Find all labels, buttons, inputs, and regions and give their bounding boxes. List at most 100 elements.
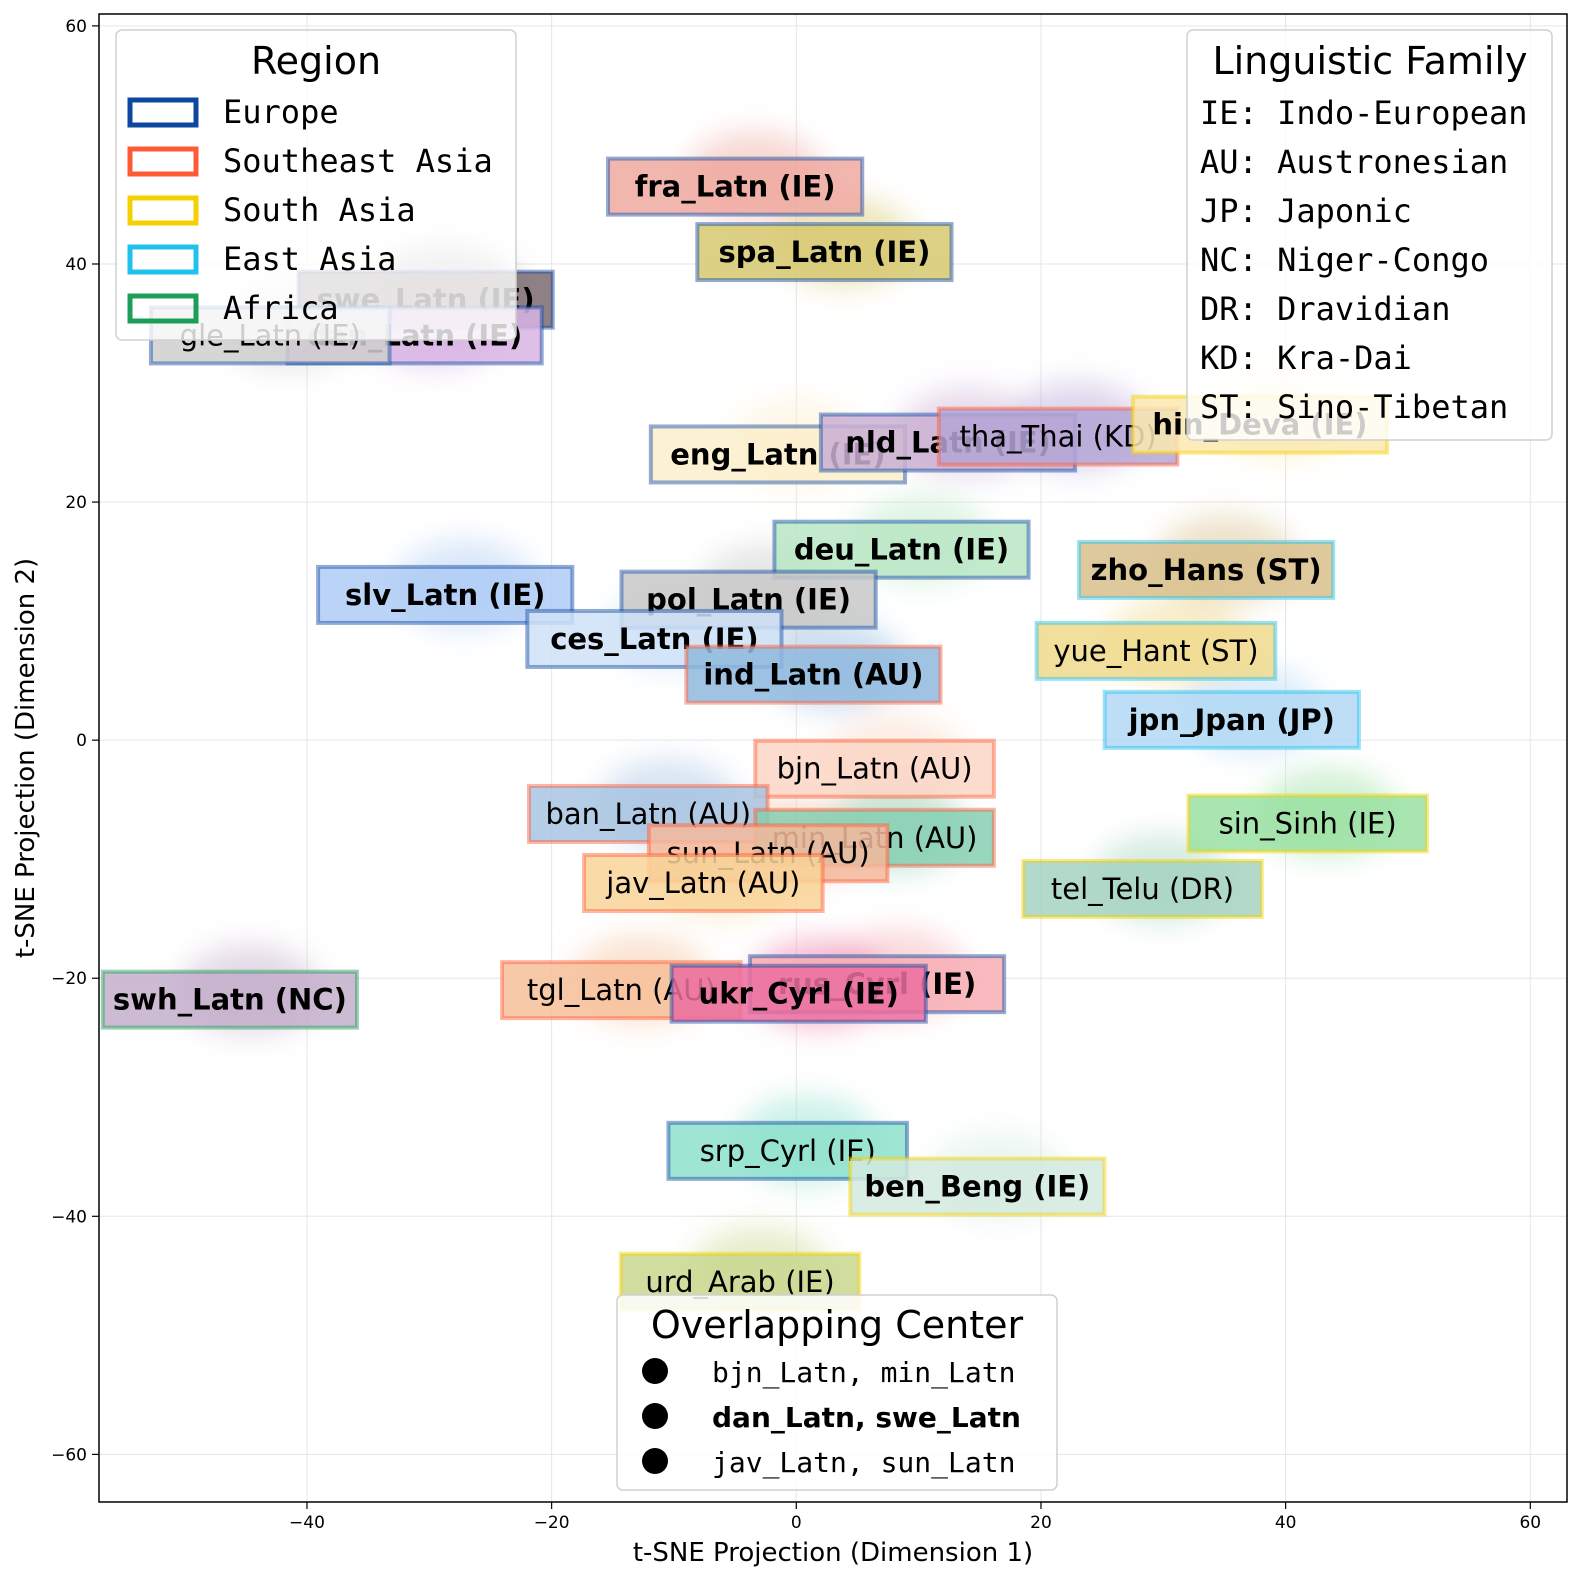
label-box bbox=[582, 852, 825, 913]
overlap-legend-entry: jav_Latn, sun_Latn bbox=[642, 1446, 1015, 1480]
y-tick-label: 20 bbox=[65, 493, 87, 513]
language-label-ukr-cyrl-ie: ukr_Cyrl (IE) bbox=[669, 963, 928, 1024]
y-tick-label: 60 bbox=[65, 17, 87, 37]
language-label-jav-latn-au: jav_Latn (AU) bbox=[582, 852, 825, 913]
y-tick-label: 40 bbox=[65, 255, 87, 275]
overlap-lang-b: min_Latn bbox=[881, 1356, 1016, 1390]
label-text: urd_Arab (IE) bbox=[645, 1265, 834, 1299]
plot-frame bbox=[98, 13, 1568, 1503]
label-text: tha_Thai (KD) bbox=[960, 420, 1157, 454]
overlap-legend-entry: dan_Latn, swe_Latn bbox=[642, 1401, 1021, 1434]
region-legend-entry-africa: Africa bbox=[127, 289, 339, 327]
region-legend-label: South Asia bbox=[223, 191, 416, 229]
label-box bbox=[669, 963, 928, 1024]
overlap-legend-title: Overlapping Center bbox=[651, 1303, 1024, 1347]
region-legend-entry-europe: Europe bbox=[127, 93, 339, 131]
label-box bbox=[1102, 689, 1361, 750]
region-legend-frame bbox=[115, 29, 517, 341]
family-legend-entry: IE: Indo-European bbox=[1200, 94, 1528, 132]
language-label-fra-latn-ie: fra_Latn (IE) bbox=[606, 156, 865, 217]
language-label-deu-latn-ie: deu_Latn (IE) bbox=[772, 519, 1031, 580]
region-legend-entry-southeast-asia: Southeast Asia bbox=[127, 142, 493, 180]
region-legend-entry-south-asia: South Asia bbox=[127, 191, 416, 229]
overlap-legend: Overlapping Center bjn_Latn, min_Latndan… bbox=[616, 1294, 1058, 1491]
label-box bbox=[1186, 793, 1429, 854]
label-box bbox=[1021, 858, 1264, 919]
language-label-ben-beng-ie: ben_Beng (IE) bbox=[848, 1156, 1107, 1217]
overlap-pair-text: bjn_Latn, min_Latn bbox=[712, 1356, 1015, 1390]
language-label-swh-latn-nc: swh_Latn (NC) bbox=[100, 969, 359, 1030]
family-legend-entry: ST: Sino-Tibetan bbox=[1200, 388, 1508, 426]
region-swatch bbox=[127, 244, 199, 275]
label-text: slv_Latn (IE) bbox=[345, 578, 545, 612]
region-legend-label: East Asia bbox=[223, 240, 396, 278]
region-legend-entry-east-asia: East Asia bbox=[127, 240, 396, 278]
x-tick-label: 40 bbox=[1275, 1513, 1297, 1533]
language-label-sin-sinh-ie: sin_Sinh (IE) bbox=[1186, 793, 1429, 854]
family-legend-title: Linguistic Family bbox=[1212, 39, 1527, 83]
overlap-lang-a: jav_Latn bbox=[712, 1446, 847, 1480]
label-box bbox=[772, 519, 1031, 580]
label-text: jpn_Jpan (JP) bbox=[1128, 703, 1335, 737]
y-tick-label: −60 bbox=[51, 1445, 87, 1465]
language-label-bjn-latn-au: bjn_Latn (AU) bbox=[753, 738, 996, 799]
label-text: bjn_Latn (AU) bbox=[777, 752, 973, 786]
language-label-yue-hant-st: yue_Hant (ST) bbox=[1034, 620, 1278, 681]
family-legend-entry: AU: Austronesian bbox=[1200, 143, 1508, 181]
x-tick-label: −40 bbox=[289, 1513, 325, 1533]
axis-ticks: −40 −20 0 20 40 60 −60 −40 −20 0 20 40 60 bbox=[51, 17, 1541, 1533]
label-text: swh_Latn (NC) bbox=[113, 983, 347, 1017]
region-swatch bbox=[127, 293, 199, 324]
family-legend-entry: NC: Niger-Congo bbox=[1200, 241, 1489, 279]
overlap-lang-b: sun_Latn bbox=[881, 1446, 1016, 1480]
x-tick-label: 20 bbox=[1030, 1513, 1052, 1533]
region-swatch bbox=[127, 195, 199, 226]
language-label-zho-hans-st: zho_Hans (ST) bbox=[1077, 539, 1336, 600]
y-tick-label: −40 bbox=[51, 1207, 87, 1227]
region-swatch bbox=[127, 146, 199, 177]
label-box bbox=[684, 644, 943, 705]
region-legend-label: Southeast Asia bbox=[223, 142, 493, 180]
label-box bbox=[695, 222, 954, 283]
overlap-separator: , bbox=[847, 1446, 881, 1479]
label-box bbox=[606, 156, 865, 217]
family-legend: Linguistic Family IE: Indo-European AU: A… bbox=[1186, 29, 1553, 441]
overlap-marker bbox=[642, 1358, 668, 1384]
label-text: srp_Cyrl (IE) bbox=[700, 1134, 876, 1168]
overlap-legend-entry: bjn_Latn, min_Latn bbox=[642, 1356, 1015, 1390]
language-label-ind-latn-au: ind_Latn (AU) bbox=[684, 644, 943, 705]
label-text: jav_Latn (AU) bbox=[605, 866, 800, 900]
y-tick-label: 0 bbox=[76, 731, 87, 751]
language-label-spa-latn-ie: spa_Latn (IE) bbox=[695, 222, 954, 283]
label-text: ben_Beng (IE) bbox=[864, 1170, 1090, 1204]
region-legend-label: Africa bbox=[223, 289, 339, 327]
region-legend: Region Europe Southeast Asia South Asia Eas… bbox=[115, 29, 517, 341]
label-text: sin_Sinh (IE) bbox=[1219, 806, 1397, 840]
label-box bbox=[100, 969, 359, 1030]
label-text: tel_Telu (DR) bbox=[1051, 872, 1234, 906]
label-box bbox=[1034, 620, 1278, 681]
label-text: spa_Latn (IE) bbox=[719, 235, 931, 269]
overlap-lang-b: swe_Latn bbox=[875, 1401, 1021, 1434]
x-axis-label: t-SNE Projection (Dimension 1) bbox=[633, 1538, 1033, 1568]
overlap-lang-a: dan_Latn bbox=[712, 1401, 855, 1434]
family-legend-entry: JP: Japonic bbox=[1200, 192, 1412, 230]
family-legend-entry: KD: Kra-Dai bbox=[1200, 339, 1412, 377]
x-tick-label: 0 bbox=[791, 1513, 802, 1533]
label-text: yue_Hant (ST) bbox=[1053, 634, 1258, 668]
overlap-pair-text: dan_Latn, swe_Latn bbox=[712, 1401, 1021, 1434]
overlap-legend-frame bbox=[616, 1294, 1058, 1491]
label-text: ukr_Cyrl (IE) bbox=[699, 977, 899, 1011]
label-text: fra_Latn (IE) bbox=[635, 170, 836, 204]
y-tick-label: −20 bbox=[51, 969, 87, 989]
family-legend-frame bbox=[1186, 29, 1553, 441]
language-label-tel-telu-dr: tel_Telu (DR) bbox=[1021, 858, 1264, 919]
region-legend-title: Region bbox=[251, 39, 381, 83]
x-tick-label: 60 bbox=[1519, 1513, 1541, 1533]
overlap-separator: , bbox=[847, 1356, 881, 1389]
region-swatch bbox=[127, 97, 199, 128]
overlap-marker bbox=[642, 1403, 668, 1429]
language-labels: fra_Latn (IE)spa_Latn (IE)swe_Latn (IE)d… bbox=[100, 156, 1429, 1312]
x-tick-label: −20 bbox=[534, 1513, 570, 1533]
